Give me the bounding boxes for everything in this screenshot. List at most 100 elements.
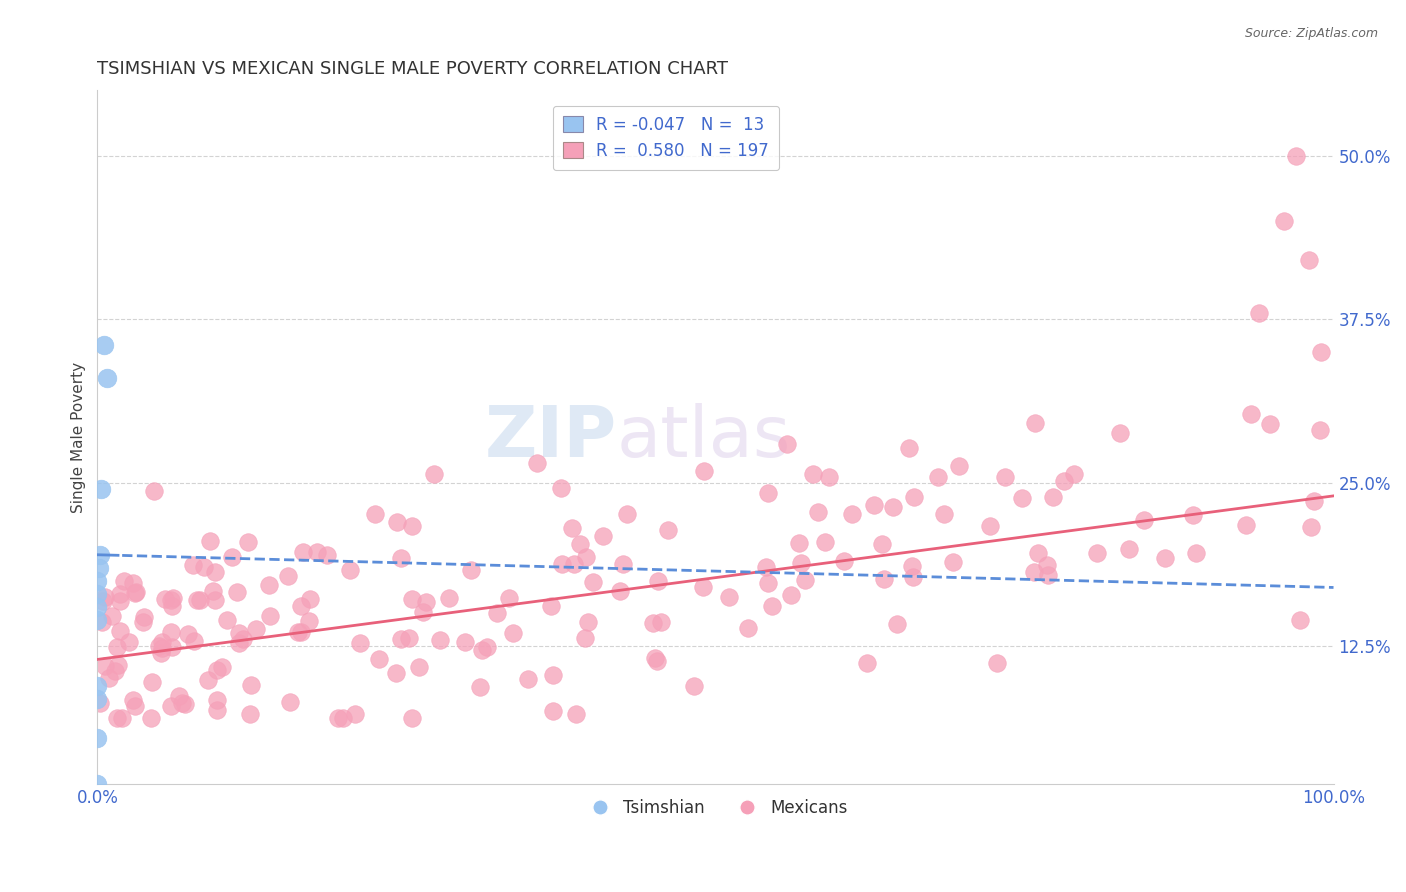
Point [817, 470, 839, 484]
Point [141, 675, 163, 690]
Point [609, 584, 631, 599]
Y-axis label: Single Male Poverty: Single Male Poverty [72, 361, 86, 513]
Point [339, 563, 361, 577]
Point [1053, 475, 1076, 489]
Point [150, 640, 173, 655]
Point [124, 698, 146, 713]
Point [550, 481, 572, 495]
Point [942, 555, 965, 569]
Point [207, 703, 229, 717]
Point [1310, 345, 1333, 359]
Point [1028, 546, 1050, 560]
Point [789, 556, 811, 570]
Point [93, 338, 115, 352]
Point [870, 537, 893, 551]
Point [205, 663, 228, 677]
Point [91, 594, 114, 608]
Point [96, 371, 118, 385]
Point [221, 549, 243, 564]
Point [1234, 518, 1257, 533]
Point [86, 600, 108, 615]
Point [389, 632, 412, 646]
Point [228, 626, 250, 640]
Point [86, 574, 108, 588]
Point [204, 593, 226, 607]
Point [108, 624, 131, 639]
Legend: Tsimshian, Mexicans: Tsimshian, Mexicans [576, 793, 853, 824]
Point [550, 557, 572, 571]
Point [1272, 214, 1295, 228]
Point [683, 679, 706, 693]
Point [1042, 490, 1064, 504]
Point [105, 711, 128, 725]
Point [104, 665, 127, 679]
Point [576, 615, 599, 629]
Point [541, 704, 564, 718]
Point [693, 464, 716, 478]
Point [540, 599, 562, 613]
Point [986, 657, 1008, 671]
Point [471, 643, 494, 657]
Point [86, 777, 108, 791]
Point [170, 696, 193, 710]
Point [901, 570, 924, 584]
Point [148, 639, 170, 653]
Point [124, 586, 146, 600]
Point [401, 519, 423, 533]
Point [979, 519, 1001, 533]
Point [408, 660, 430, 674]
Point [162, 640, 184, 654]
Point [873, 573, 896, 587]
Point [886, 617, 908, 632]
Point [776, 437, 799, 451]
Point [364, 507, 387, 521]
Point [856, 656, 879, 670]
Point [526, 456, 548, 470]
Point [1024, 565, 1046, 579]
Point [131, 615, 153, 629]
Point [612, 557, 634, 571]
Point [86, 613, 108, 627]
Point [132, 610, 155, 624]
Point [239, 678, 262, 692]
Point [468, 680, 491, 694]
Point [398, 631, 420, 645]
Point [882, 500, 904, 514]
Point [167, 690, 190, 704]
Point [160, 624, 183, 639]
Point [1303, 494, 1326, 508]
Point [211, 660, 233, 674]
Point [118, 634, 141, 648]
Point [277, 569, 299, 583]
Point [287, 625, 309, 640]
Point [934, 508, 956, 522]
Point [217, 613, 239, 627]
Point [401, 711, 423, 725]
Point [344, 706, 367, 721]
Point [89, 696, 111, 710]
Point [863, 498, 886, 512]
Point [326, 711, 349, 725]
Point [1288, 613, 1310, 627]
Point [349, 636, 371, 650]
Point [641, 615, 664, 630]
Point [560, 521, 582, 535]
Point [122, 576, 145, 591]
Point [225, 585, 247, 599]
Point [901, 558, 924, 573]
Point [332, 711, 354, 725]
Point [1035, 558, 1057, 572]
Point [98, 671, 121, 685]
Point [517, 672, 540, 686]
Text: Source: ZipAtlas.com: Source: ZipAtlas.com [1244, 27, 1378, 40]
Point [1118, 541, 1140, 556]
Point [149, 646, 172, 660]
Point [1108, 425, 1130, 440]
Point [1132, 513, 1154, 527]
Point [1181, 508, 1204, 522]
Point [1011, 491, 1033, 505]
Point [150, 635, 173, 649]
Point [793, 573, 815, 587]
Point [801, 467, 824, 481]
Point [1299, 520, 1322, 534]
